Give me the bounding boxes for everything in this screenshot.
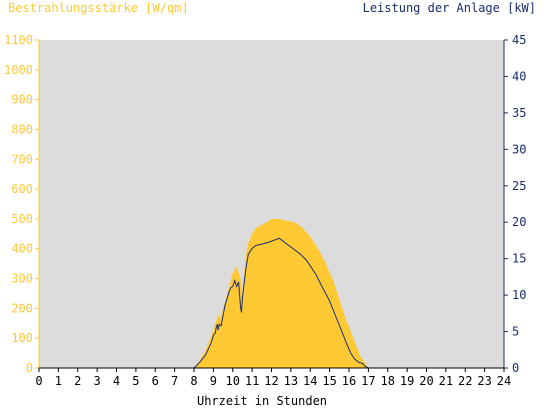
x-axis-title: Uhrzeit in Stunden xyxy=(197,394,327,408)
x-axis-ticks: 0 1 2 3 4 5 6 7 8 9 10 11 12 13 14 15 16 17 18 19 20 21 22 23 24 xyxy=(35,368,511,388)
x-tick-label: 5 xyxy=(132,374,139,388)
right-tick-label: 10 xyxy=(512,288,526,302)
series-irradiance-area xyxy=(39,218,504,368)
x-tick-label: 13 xyxy=(284,374,298,388)
x-tick-label: 16 xyxy=(342,374,356,388)
right-tick-label: 15 xyxy=(512,252,526,266)
x-tick-label: 23 xyxy=(477,374,491,388)
x-tick-label: 6 xyxy=(152,374,159,388)
left-tick-label: 1100 xyxy=(4,33,33,47)
x-tick-label: 22 xyxy=(458,374,472,388)
x-tick-label: 21 xyxy=(439,374,453,388)
x-tick-label: 20 xyxy=(419,374,433,388)
left-tick-label: 200 xyxy=(11,301,33,315)
left-tick-label: 700 xyxy=(11,152,33,166)
left-axis-ticks: 0 100 200 300 400 500 600 700 800 900 1000 1100 xyxy=(4,33,39,375)
left-tick-label: 900 xyxy=(11,93,33,107)
x-tick-label: 1 xyxy=(55,374,62,388)
x-tick-label: 4 xyxy=(113,374,120,388)
right-axis-title: Leistung der Anlage [kW] xyxy=(363,1,536,15)
x-tick-label: 11 xyxy=(245,374,259,388)
x-tick-label: 0 xyxy=(35,374,42,388)
right-tick-label: 20 xyxy=(512,215,526,229)
right-tick-label: 35 xyxy=(512,106,526,120)
left-tick-label: 100 xyxy=(11,331,33,345)
left-axis-title: Bestrahlungsstärke [W/qm] xyxy=(8,1,189,15)
right-tick-label: 0 xyxy=(512,361,519,375)
series-power-line xyxy=(39,237,504,369)
x-tick-label: 19 xyxy=(400,374,414,388)
right-tick-label: 5 xyxy=(512,325,519,339)
x-tick-label: 24 xyxy=(497,374,511,388)
left-tick-label: 0 xyxy=(26,361,33,375)
left-tick-label: 800 xyxy=(11,122,33,136)
right-axis-ticks: 0 5 10 15 20 25 30 35 40 45 xyxy=(504,33,526,375)
left-tick-label: 500 xyxy=(11,212,33,226)
x-tick-label: 2 xyxy=(74,374,81,388)
x-tick-label: 9 xyxy=(210,374,217,388)
left-tick-label: 300 xyxy=(11,272,33,286)
x-tick-label: 7 xyxy=(171,374,178,388)
x-tick-label: 17 xyxy=(361,374,375,388)
x-tick-label: 18 xyxy=(381,374,395,388)
series-layer xyxy=(39,218,504,369)
left-tick-label: 600 xyxy=(11,182,33,196)
x-tick-label: 10 xyxy=(226,374,240,388)
x-tick-label: 12 xyxy=(264,374,278,388)
x-tick-label: 3 xyxy=(94,374,101,388)
x-tick-label: 15 xyxy=(322,374,336,388)
right-tick-label: 40 xyxy=(512,69,526,83)
right-tick-label: 45 xyxy=(512,33,526,47)
left-tick-label: 1000 xyxy=(4,63,33,77)
x-tick-label: 14 xyxy=(303,374,317,388)
right-tick-label: 30 xyxy=(512,142,526,156)
right-tick-label: 25 xyxy=(512,179,526,193)
left-tick-label: 400 xyxy=(11,242,33,256)
x-tick-label: 8 xyxy=(190,374,197,388)
